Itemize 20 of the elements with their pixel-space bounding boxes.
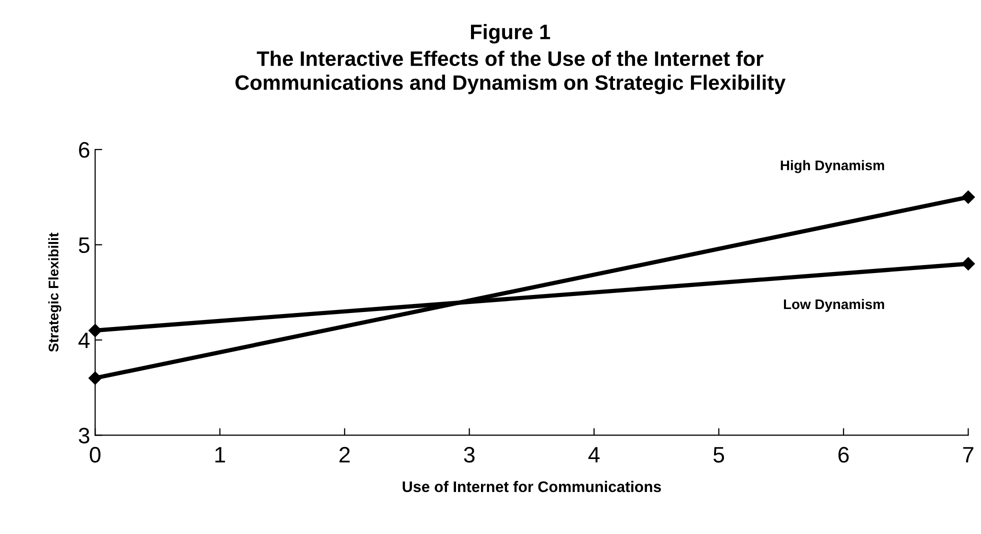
x-tick-label: 5	[714, 447, 724, 463]
x-tick-label: 2	[340, 446, 350, 462]
y-tick-label: 3	[78, 428, 90, 444]
y-tick-label: 5	[78, 238, 90, 254]
x-tick-label: 4	[588, 447, 600, 462]
chart-title: Figure 1	[471, 24, 550, 44]
x-tick-label: 6	[838, 446, 849, 463]
x-tick-label: 7	[963, 447, 974, 462]
text: High Dynamism	[780, 160, 884, 174]
y-tick-label: 4	[78, 332, 90, 348]
y-tick-label: 6	[79, 142, 90, 158]
x-tick-label: 0	[90, 446, 100, 463]
point	[962, 257, 975, 270]
x-tick-label: 3	[464, 446, 475, 463]
chart-subtitle: The Interactive Effects of the Use of the Internet for Communications and Dynamism on Strategic Flexibility	[235, 50, 786, 94]
x-tick-label: 1	[215, 447, 225, 462]
y-axis-title: Strategic Flexibilit	[48, 232, 62, 352]
series-label: Low Dynamism	[784, 298, 884, 312]
x-axis-title: Use of Internet for Communications	[402, 480, 661, 492]
point	[962, 190, 975, 204]
